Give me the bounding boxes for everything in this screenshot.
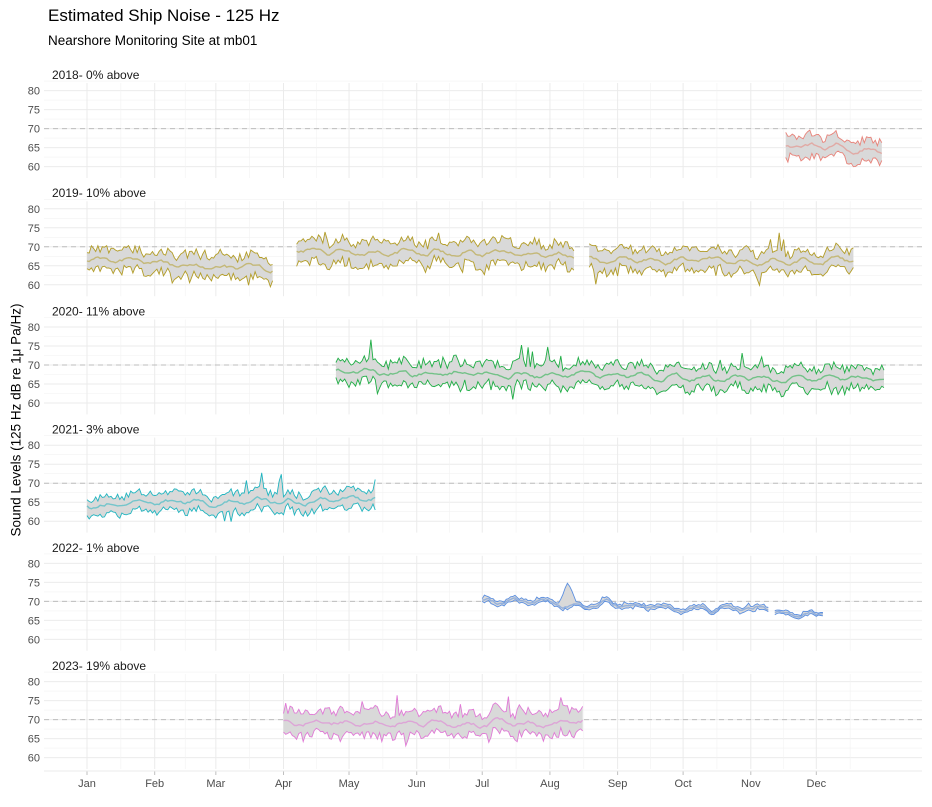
x-tick-label: Jul	[475, 778, 489, 790]
x-tick-label: Mar	[206, 778, 225, 790]
y-tick-label: 75	[28, 341, 40, 353]
facet-label: 2021- 3% above	[52, 423, 140, 437]
y-tick-label: 70	[28, 715, 40, 727]
facet-panel: 2023- 19% above 60 65 70 75 80	[28, 659, 922, 769]
x-tick-label: Sep	[608, 778, 628, 790]
y-tick-label: 80	[28, 204, 40, 216]
y-tick-label: 65	[28, 497, 40, 509]
y-tick-label: 80	[28, 86, 40, 98]
facet-label: 2020- 11% above	[52, 304, 146, 318]
upper-line	[335, 339, 885, 376]
facet-label: 2022- 1% above	[52, 541, 140, 555]
y-tick-label: 70	[28, 242, 40, 254]
median-line	[785, 142, 883, 155]
x-tick-label: Dec	[807, 778, 827, 790]
facet-panel: 2021- 3% above 60 65 70 75 80	[28, 423, 922, 533]
y-tick-label: 75	[28, 223, 40, 235]
lower-line	[283, 725, 584, 748]
upper-line	[283, 695, 584, 721]
y-tick-label: 65	[28, 143, 40, 155]
lower-line	[481, 599, 769, 616]
x-tick-label: Nov	[741, 778, 761, 790]
y-tick-label: 70	[28, 124, 40, 136]
chart-title: Estimated Ship Noise - 125 Hz	[48, 6, 280, 25]
y-tick-label: 75	[28, 459, 40, 471]
x-tick-label: Oct	[675, 778, 692, 790]
median-line	[283, 716, 584, 729]
x-tick-label: May	[339, 778, 360, 790]
facet-panel: 2022- 1% above 60 65 70 75 80	[28, 541, 922, 651]
x-tick-label: Apr	[275, 778, 292, 790]
y-tick-label: 75	[28, 577, 40, 589]
x-tick-label: Jan	[78, 778, 96, 790]
y-tick-label: 70	[28, 478, 40, 490]
y-tick-label: 60	[28, 280, 40, 292]
facet-panel: 2019- 10% above 60 65 70 75 80	[28, 186, 922, 297]
x-tick-label: Feb	[145, 778, 164, 790]
lower-line	[774, 612, 823, 620]
upper-line	[785, 129, 883, 148]
median-line	[335, 367, 885, 384]
y-tick-label: 75	[28, 696, 40, 708]
y-tick-label: 80	[28, 558, 40, 570]
upper-line	[588, 232, 854, 261]
y-tick-label: 60	[28, 162, 40, 174]
y-tick-label: 60	[28, 753, 40, 765]
y-tick-label: 80	[28, 322, 40, 334]
upper-line	[86, 472, 376, 504]
ribbon-area	[87, 472, 376, 522]
lower-line	[86, 502, 376, 522]
x-tick-label: Jun	[408, 778, 426, 790]
facet-label: 2023- 19% above	[52, 659, 146, 673]
median-line	[86, 256, 274, 274]
facet-panel: 2020- 11% above 60 65 70 75 80	[28, 304, 922, 415]
y-tick-label: 60	[28, 398, 40, 410]
ribbon-area	[785, 130, 882, 167]
y-tick-label: 65	[28, 379, 40, 391]
lower-line	[785, 150, 883, 168]
upper-line	[481, 582, 769, 613]
lower-line	[86, 263, 274, 289]
upper-line	[774, 609, 823, 617]
y-tick-label: 70	[28, 360, 40, 372]
lower-line	[588, 262, 854, 288]
ribbon-area	[335, 339, 884, 400]
facet-label: 2018- 0% above	[52, 68, 140, 82]
y-tick-label: 65	[28, 615, 40, 627]
y-tick-label: 80	[28, 440, 40, 452]
lower-line	[335, 375, 885, 400]
y-tick-label: 60	[28, 516, 40, 528]
lower-line	[296, 254, 575, 276]
y-tick-label: 75	[28, 105, 40, 117]
chart-subtitle: Nearshore Monitoring Site at mb01	[48, 33, 258, 48]
y-tick-label: 60	[28, 634, 40, 646]
y-tick-label: 65	[28, 261, 40, 273]
facet-label: 2019- 10% above	[52, 186, 146, 200]
y-tick-label: 65	[28, 734, 40, 746]
x-tick-label: Aug	[540, 778, 560, 790]
upper-line	[86, 244, 273, 266]
median-line	[774, 610, 824, 618]
median-line	[86, 494, 376, 510]
median-line	[296, 247, 575, 259]
median-line	[589, 255, 854, 267]
y-tick-label: 70	[28, 596, 40, 608]
y-tick-label: 80	[28, 677, 40, 689]
facet-panel: 2018- 0% above 60 65 70 75 80	[28, 68, 922, 178]
upper-line	[296, 231, 575, 252]
median-line	[482, 597, 769, 614]
